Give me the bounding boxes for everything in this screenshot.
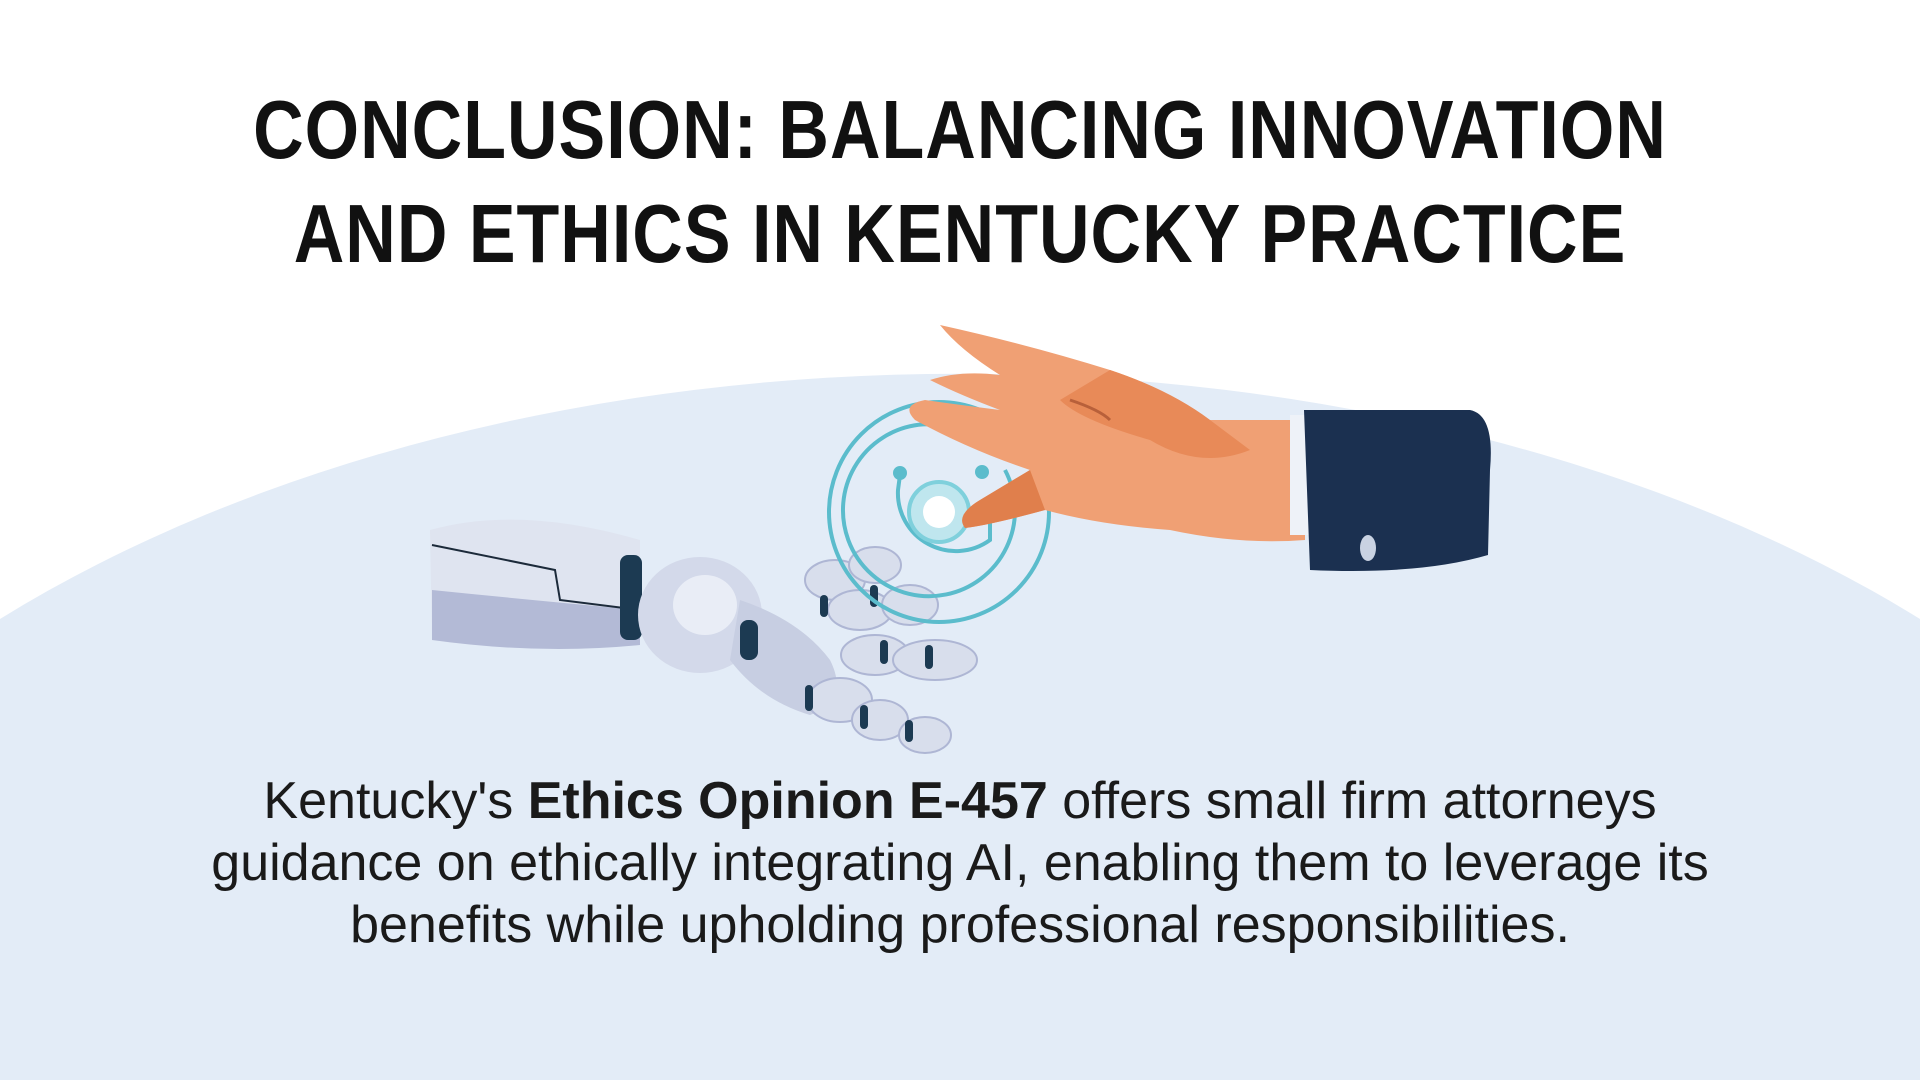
title-line-1: CONCLUSION: BALANCING INNOVATION	[253, 83, 1667, 176]
human-hand-icon	[909, 325, 1491, 571]
paragraph-intro: Kentucky's	[263, 772, 528, 830]
ethics-opinion-reference: Ethics Opinion E-457	[527, 772, 1048, 830]
page-title: CONCLUSION: BALANCING INNOVATION AND ETH…	[0, 78, 1920, 286]
conclusion-paragraph: Kentucky's Ethics Opinion E-457 offers s…	[160, 770, 1760, 956]
paragraph-rest: offers small firm attorneys guidance on …	[211, 772, 1709, 954]
title-line-2: AND ETHICS IN KENTUCKY PRACTICE	[293, 187, 1627, 280]
robot-hand-icon	[430, 519, 978, 754]
touch-glow-icon	[827, 400, 1051, 624]
